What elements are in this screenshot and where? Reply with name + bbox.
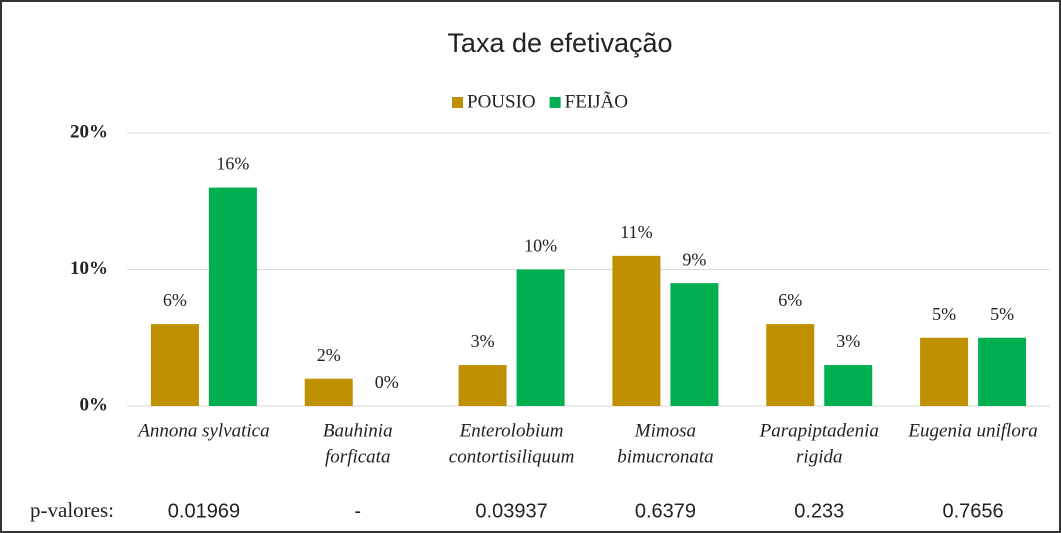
x-tick-label: contortisiliquum bbox=[449, 446, 575, 467]
data-label: 5% bbox=[932, 304, 956, 324]
y-tick-label: 20% bbox=[70, 121, 108, 142]
bar bbox=[824, 365, 873, 406]
data-label: 6% bbox=[778, 290, 802, 310]
data-label: 2% bbox=[317, 345, 341, 365]
bar bbox=[208, 187, 257, 406]
data-label: 0% bbox=[375, 372, 399, 392]
bar bbox=[516, 269, 565, 406]
p-value: 0.7656 bbox=[942, 500, 1003, 522]
p-label: p-valores: bbox=[30, 498, 114, 522]
data-label: 3% bbox=[471, 331, 495, 351]
x-tick-label: forficata bbox=[325, 446, 390, 467]
data-label: 6% bbox=[163, 290, 187, 310]
p-value: 0.233 bbox=[794, 500, 844, 522]
data-label: 11% bbox=[620, 222, 652, 242]
bar bbox=[150, 324, 199, 406]
y-tick-label: 10% bbox=[70, 258, 108, 279]
x-tick-label: Enterolobium bbox=[459, 420, 564, 441]
bar bbox=[670, 283, 719, 406]
p-value: - bbox=[354, 500, 361, 522]
legend-label: POUSIO bbox=[467, 91, 536, 112]
chart-title: Taxa de efetivação bbox=[447, 28, 672, 58]
data-label: 3% bbox=[836, 331, 860, 351]
data-label: 9% bbox=[682, 249, 706, 269]
legend-label: FEIJÃO bbox=[565, 90, 628, 112]
bar bbox=[766, 324, 815, 406]
y-tick-label: 0% bbox=[80, 394, 109, 415]
x-tick-label: Eugenia uniflora bbox=[907, 420, 1037, 441]
x-tick-label: Mimosa bbox=[634, 420, 696, 441]
p-value: 0.6379 bbox=[635, 500, 696, 522]
x-tick-label: Bauhinia bbox=[323, 420, 393, 441]
x-tick-label: Parapiptadenia bbox=[759, 420, 879, 441]
data-label: 10% bbox=[524, 236, 557, 256]
data-label: 5% bbox=[990, 304, 1014, 324]
legend-swatch bbox=[452, 97, 463, 108]
data-label: 16% bbox=[216, 154, 249, 174]
x-tick-label: Annona sylvatica bbox=[136, 420, 269, 441]
bar bbox=[920, 337, 969, 406]
bar bbox=[978, 337, 1027, 406]
p-value: 0.03937 bbox=[475, 500, 547, 522]
bar bbox=[612, 255, 661, 406]
legend-swatch bbox=[549, 97, 561, 108]
x-tick-label: bimucronata bbox=[617, 446, 713, 467]
bar bbox=[304, 378, 353, 406]
bar bbox=[458, 365, 507, 406]
x-tick-label: rigida bbox=[796, 446, 842, 467]
p-value: 0.01969 bbox=[168, 500, 240, 522]
